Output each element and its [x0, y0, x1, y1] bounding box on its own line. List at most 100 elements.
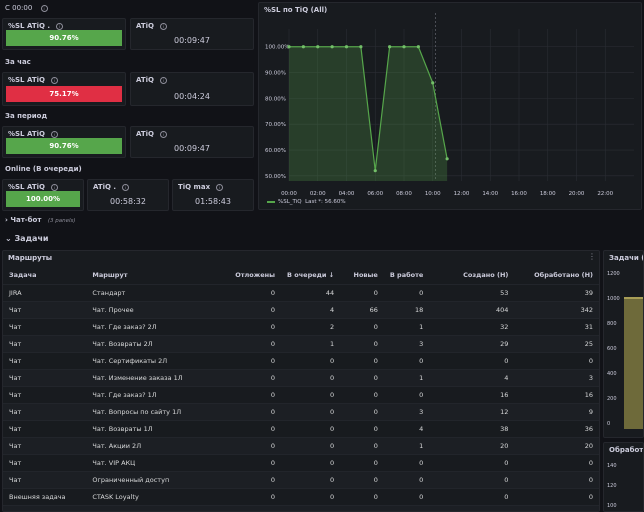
data-point: [344, 45, 349, 49]
atiq-value: 00:09:47: [174, 36, 210, 45]
table-cell: Чат. Где заказ? 1Л: [86, 386, 230, 404]
sl-atiq-panel-hour: %SL ATiQ i 75.17%: [2, 72, 126, 106]
tasks-all-area: [624, 299, 643, 429]
table-cell: 1: [383, 318, 430, 336]
table-cell: 0: [281, 369, 341, 387]
table-cell: CTASK Loyalty: [86, 488, 230, 506]
table-row: Чат Чат. Вопросы по сайту 1Л 0 0 0 3 12 9: [3, 403, 599, 421]
info-icon[interactable]: i: [50, 130, 58, 138]
table-row: Чат Чат. Возвраты 1Л 0 0 0 4 38 36: [3, 420, 599, 438]
table-cell: 3: [383, 403, 430, 421]
x-tick-label: 14:00: [482, 191, 498, 197]
info-icon[interactable]: i: [160, 130, 167, 138]
table-row: Чат Ограниченный доступ 0 0 0 0 0 0: [3, 471, 599, 489]
table-cell: JIRA: [3, 284, 87, 302]
table-cell: 66: [340, 301, 384, 319]
axis-tick-label: 120: [607, 483, 617, 489]
x-tick-label: 12:00: [454, 191, 470, 197]
table-cell: 0: [229, 488, 282, 506]
row-tasks-expanded[interactable]: ⌄ Задачи: [5, 234, 49, 243]
section-heading-hour: За час: [5, 58, 31, 66]
atiq-panel-hour: ATiQ i 00:04:24: [130, 72, 254, 106]
table-cell: 0: [514, 505, 599, 511]
info-icon[interactable]: i: [50, 76, 58, 84]
table-row: Чат Чат. Изменение заказа 1Л 0 0 0 1 4 3: [3, 369, 599, 387]
table-cell: 0: [229, 437, 282, 455]
table-cell: 18: [383, 301, 430, 319]
chart-legend[interactable]: %SL_TiQ Last *: 56.60%: [267, 199, 346, 205]
table-cell: 0: [340, 488, 384, 506]
section-heading-online: Online (В очереди): [5, 165, 82, 173]
table-cell: Чат: [3, 386, 87, 404]
row-panel-count: (3 panels): [47, 218, 76, 224]
table-cell: 12: [429, 403, 515, 421]
table-cell: 0: [340, 386, 384, 404]
sl-by-tiq-chart-panel: %SL по TiQ (All) 100.00% 90.00% 80.00% 70.0…: [258, 2, 642, 210]
data-point: [373, 169, 377, 173]
x-tick-label: 16:00: [511, 191, 527, 197]
table-cell: 0: [340, 318, 384, 336]
table-cell: Чат: [3, 420, 87, 438]
info-icon[interactable]: i: [50, 183, 58, 191]
y-tick-label: 100.00%: [265, 45, 289, 51]
axis-tick-label: 140: [607, 463, 617, 469]
table-cell: 4: [383, 420, 430, 438]
table-cell: 20: [429, 437, 515, 455]
table-cell: 38: [429, 420, 515, 438]
data-point: [431, 81, 435, 85]
info-icon[interactable]: i: [56, 22, 64, 30]
column-header[interactable]: Отложены: [229, 267, 282, 285]
table-cell: 39: [514, 284, 599, 302]
data-point: [287, 45, 291, 49]
x-tick-label: 08:00: [396, 191, 412, 197]
tiq-max-value: 01:58:43: [195, 197, 231, 206]
table-cell: 0: [514, 471, 599, 489]
table-cell: 0: [340, 471, 384, 489]
table-row: JIRA Стандарт 0 44 0 0 53 39: [3, 284, 599, 302]
table-cell: 0: [340, 420, 384, 438]
table-cell: 2: [281, 318, 341, 336]
axis-tick-label: 600: [607, 346, 617, 352]
legend-series-name: %SL_TiQ: [278, 199, 302, 205]
table-cell: 0: [340, 454, 384, 472]
column-header[interactable]: Задача: [3, 267, 87, 285]
table-cell: 3: [383, 335, 430, 353]
panel-menu-icon[interactable]: ⋮: [588, 252, 596, 261]
table-cell: 0: [229, 301, 282, 319]
table-cell: Чат. Возвраты 2Л: [86, 335, 230, 353]
axis-tick-label: 400: [607, 371, 617, 377]
column-header[interactable]: Обработано (Н): [514, 267, 599, 285]
table-cell: 53: [429, 284, 515, 302]
info-icon[interactable]: i: [40, 4, 48, 12]
info-icon[interactable]: i: [160, 76, 167, 84]
data-point: [388, 45, 392, 49]
info-icon[interactable]: i: [122, 183, 130, 191]
info-icon[interactable]: i: [160, 22, 167, 30]
data-point: [416, 45, 420, 49]
atiq-panel-online: ATiQ .i 00:58:32: [87, 179, 169, 211]
column-header[interactable]: Маршрут: [86, 267, 230, 285]
column-header[interactable]: Создано (Н): [429, 267, 515, 285]
axis-tick-label: 200: [607, 396, 617, 402]
atiq-panel-current: ATiQ i 00:09:47: [130, 18, 254, 50]
column-header[interactable]: В работе: [383, 267, 430, 285]
info-icon[interactable]: i: [216, 183, 224, 191]
table-cell: Чат. Сертификаты 2Л: [86, 352, 230, 370]
sl-value-bar: 90.76%: [6, 30, 122, 46]
chevron-down-icon: ⌄: [5, 234, 12, 243]
table-cell: 0: [383, 454, 430, 472]
table-cell: Чат. Прочее: [86, 301, 230, 319]
routes-table: Задача Маршрут Отложены В очереди ↓ Новые В р…: [3, 267, 599, 511]
table-cell: Письмо КС: [86, 505, 230, 511]
table-cell: 0: [340, 437, 384, 455]
table-cell: 0: [229, 420, 282, 438]
table-cell: 0: [281, 420, 341, 438]
column-header[interactable]: В очереди ↓: [281, 267, 341, 285]
table-cell: 0: [229, 471, 282, 489]
column-header[interactable]: Новые: [340, 267, 384, 285]
legend-last-value: Last *: 56.60%: [305, 199, 346, 205]
sl-value-bar: 75.17%: [6, 86, 122, 102]
table-row: Чат Чат. Акции 2Л 0 0 0 1 20 20: [3, 437, 599, 455]
row-chatbot-collapsed[interactable]: › Чат-бот (3 panels): [5, 216, 76, 224]
table-cell: 404: [429, 301, 515, 319]
